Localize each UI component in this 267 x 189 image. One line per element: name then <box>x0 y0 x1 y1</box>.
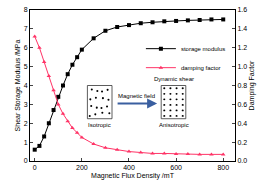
svg-text:Damping Factor: Damping Factor <box>248 60 256 110</box>
svg-text:1: 1 <box>24 139 28 146</box>
svg-text:0.8: 0.8 <box>237 82 247 89</box>
svg-text:4: 4 <box>24 82 28 89</box>
svg-text:800: 800 <box>217 164 229 171</box>
svg-text:Magnetic field: Magnetic field <box>118 93 155 99</box>
svg-text:0.0: 0.0 <box>237 157 247 164</box>
svg-text:3: 3 <box>24 101 28 108</box>
svg-text:0.4: 0.4 <box>237 120 247 127</box>
svg-text:Isotropic: Isotropic <box>88 122 111 128</box>
svg-text:1.2: 1.2 <box>237 44 247 51</box>
svg-text:storage modulus: storage modulus <box>181 46 225 52</box>
svg-text:Dynamic shear: Dynamic shear <box>154 76 194 82</box>
svg-text:5: 5 <box>24 63 28 70</box>
svg-text:1.0: 1.0 <box>237 63 247 70</box>
svg-text:Shear Storage Modulus /MPa: Shear Storage Modulus /MPa <box>14 39 22 131</box>
svg-text:6: 6 <box>24 44 28 51</box>
svg-text:0: 0 <box>24 157 28 164</box>
svg-text:0.2: 0.2 <box>237 139 247 146</box>
svg-text:1.6: 1.6 <box>237 6 247 13</box>
svg-text:1.4: 1.4 <box>237 25 247 32</box>
svg-text:2: 2 <box>24 120 28 127</box>
svg-text:600: 600 <box>170 164 182 171</box>
svg-text:400: 400 <box>123 164 135 171</box>
svg-text:damping factor: damping factor <box>181 65 221 71</box>
svg-text:8: 8 <box>24 6 28 13</box>
svg-text:0.6: 0.6 <box>237 101 247 108</box>
svg-text:Magnetic Flux Density /mT: Magnetic Flux Density /mT <box>91 172 175 180</box>
svg-text:0: 0 <box>33 164 37 171</box>
svg-text:Anisotropic: Anisotropic <box>159 122 189 128</box>
svg-text:200: 200 <box>76 164 88 171</box>
svg-text:7: 7 <box>24 25 28 32</box>
